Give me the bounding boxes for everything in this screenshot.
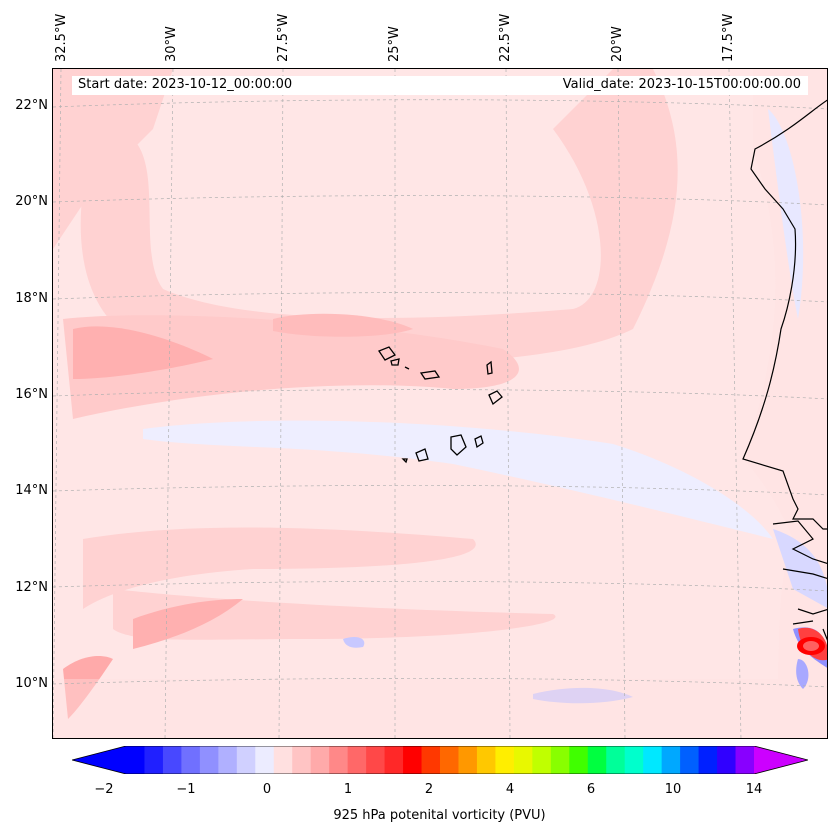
lon-label: 32.5°W: [54, 13, 69, 62]
date-info-box: Start date: 2023-10-12_00:00:00 Valid_da…: [72, 76, 808, 95]
lon-label: 17.5°W: [721, 13, 736, 62]
pv-coast-blue4: [796, 659, 809, 689]
pv-band-low1: [83, 527, 476, 609]
start-date-label: Start date: 2023-10-12_00:00:00: [78, 77, 293, 92]
lon-label: 22.5°W: [498, 13, 513, 62]
pv-blue-south: [533, 687, 633, 704]
colorbar-tick: 4: [505, 782, 515, 797]
graticule: [53, 69, 827, 738]
colorbar-swatch: [273, 746, 293, 774]
colorbar-swatch: [384, 746, 404, 774]
pv-coast-blue2: [773, 529, 827, 608]
colorbar-swatch: [440, 746, 459, 774]
colorbar-swatch: [550, 746, 570, 774]
coastline-guinea: [772, 520, 827, 580]
colorbar-tick: 1: [343, 782, 353, 797]
lat-label: 16°N: [15, 387, 48, 402]
pv-blue-spot: [343, 636, 365, 648]
lat-label: 18°N: [15, 291, 48, 306]
lat-label: 14°N: [15, 483, 48, 498]
pv-streak-blue: [143, 420, 773, 539]
colorbar-swatch: [569, 746, 589, 774]
lat-label: 12°N: [15, 580, 48, 595]
pv-south-wash: [53, 679, 827, 738]
colorbar-swatch: [476, 746, 496, 774]
colorbar-extend-min: [72, 746, 126, 774]
lon-label: 27.5°W: [276, 13, 291, 62]
pv-core-sw: [63, 656, 113, 719]
colorbar-tick: −1: [176, 782, 196, 797]
pv-core-mid2: [273, 313, 413, 337]
colorbar-swatch: [735, 746, 755, 774]
colorbar-tick: 10: [664, 782, 682, 797]
colorbar-swatch: [199, 746, 219, 774]
lat-label: 22°N: [15, 98, 48, 113]
colorbar-tick: −2: [94, 782, 114, 797]
pv-band-mid: [63, 315, 519, 419]
colorbar: [72, 746, 808, 774]
colorbar-swatch: [680, 746, 700, 774]
map-panel: [52, 68, 828, 739]
colorbar-swatch: [643, 746, 663, 774]
colorbar-swatch: [698, 746, 718, 774]
colorbar-swatch: [513, 746, 533, 774]
colorbar-swatch: [255, 746, 275, 774]
colorbar-swatch: [144, 746, 164, 774]
colorbar-tick: 6: [586, 782, 596, 797]
colorbar-swatch: [181, 746, 201, 774]
colorbar-swatch: [495, 746, 515, 774]
colorbar-swatch: [624, 746, 644, 774]
valid-date-label: Valid_date: 2023-10-15T00:00:00.00: [562, 77, 801, 92]
colorbar-extend-max: [754, 746, 808, 774]
colorbar-swatch: [661, 746, 681, 774]
colorbar-swatch: [347, 746, 367, 774]
colorbar-swatch: [218, 746, 238, 774]
colorbar-swatch: [162, 746, 182, 774]
lat-label: 20°N: [15, 194, 48, 209]
colorbar-swatch: [458, 746, 478, 774]
pv-coast-max-core: [803, 641, 819, 651]
colorbar-swatch: [310, 746, 330, 774]
colorbar-swatch: [292, 746, 312, 774]
colorbar-tick: 0: [262, 782, 272, 797]
colorbar-tick: 2: [424, 782, 434, 797]
colorbar-swatch: [329, 746, 349, 774]
colorbar-swatch: [532, 746, 552, 774]
coastline-africa: [742, 99, 827, 530]
pv-core-mid: [73, 326, 213, 379]
colorbar-swatch: [421, 746, 441, 774]
colorbar-swatch: [717, 746, 737, 774]
colorbar-swatch: [366, 746, 386, 774]
lat-label: 10°N: [15, 676, 48, 691]
pv-core-low: [133, 599, 243, 649]
colorbar-label: 925 hPa potenital vorticity (PVU): [333, 808, 546, 823]
colorbar-swatch: [606, 746, 626, 774]
cape-verde-islands: [378, 346, 503, 464]
lon-label: 30°W: [164, 26, 179, 62]
coastline-sierra: [792, 608, 827, 641]
lon-label: 20°W: [610, 26, 625, 62]
colorbar-swatch: [236, 746, 256, 774]
pv-field-map: [53, 69, 827, 738]
colorbar-swatch: [126, 746, 145, 774]
colorbar-tick: 14: [745, 782, 763, 797]
colorbar-swatch: [587, 746, 607, 774]
lon-label: 25°W: [387, 26, 402, 62]
colorbar-swatch: [403, 746, 423, 774]
